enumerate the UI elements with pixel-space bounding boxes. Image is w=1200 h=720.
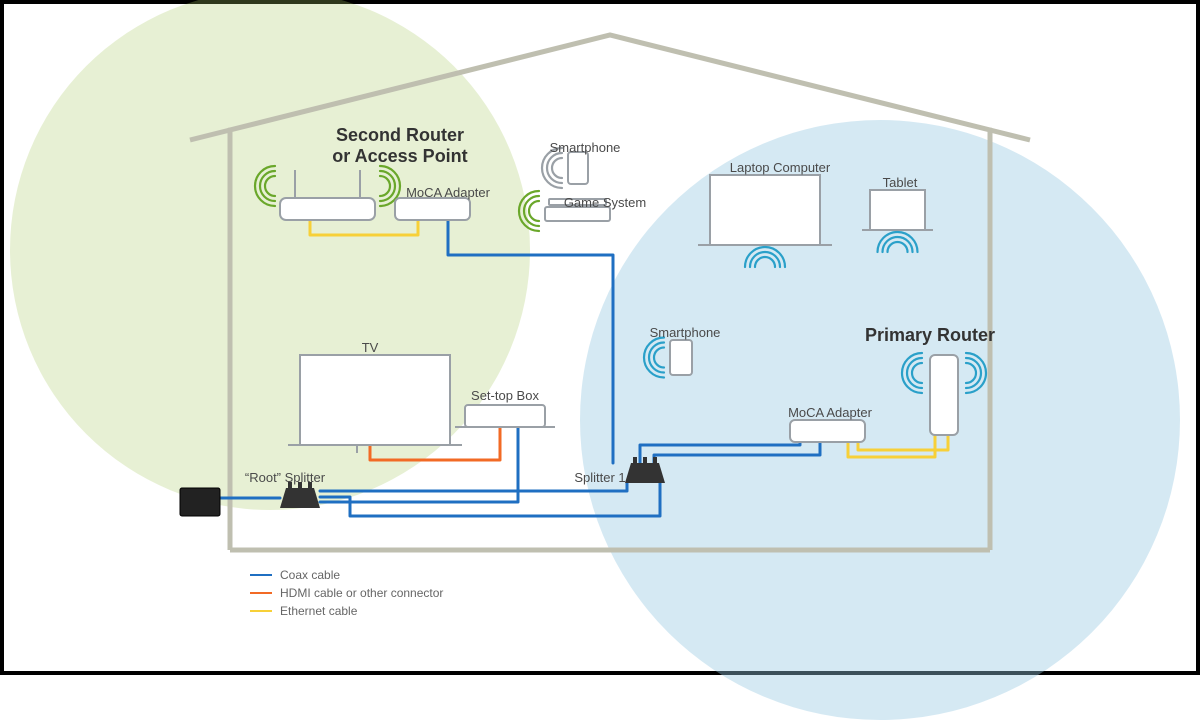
legend-label: HDMI cable or other connector [280, 586, 443, 600]
label-settop: Set-top Box [445, 388, 565, 403]
label-laptop: Laptop Computer [700, 160, 860, 175]
legend-row-hdmi: HDMI cable or other connector [250, 586, 443, 600]
legend-row-ethernet: Ethernet cable [250, 604, 443, 618]
diagram-stage: Second Routeror Access Point MoCA Adapter… [0, 0, 1200, 675]
label-primary_router: Primary Router [840, 325, 1020, 346]
legend-swatch [250, 574, 272, 576]
label-moca_left: MoCA Adapter [388, 185, 508, 200]
legend-swatch [250, 592, 272, 594]
legend: Coax cable HDMI cable or other connector… [250, 568, 443, 622]
label-tablet: Tablet [850, 175, 950, 190]
label-second_router: Second Routeror Access Point [300, 125, 500, 166]
label-smartphone_mid: Smartphone [625, 325, 745, 340]
label-tv: TV [330, 340, 410, 355]
legend-row-coax: Coax cable [250, 568, 443, 582]
label-moca_right: MoCA Adapter [770, 405, 890, 420]
legend-swatch [250, 610, 272, 612]
label-splitter1: Splitter 1 [555, 470, 645, 485]
svg-layer [0, 0, 1200, 675]
label-root_splitter: “Root” Splitter [225, 470, 345, 485]
label-smartphone_top: Smartphone [525, 140, 645, 155]
label-game_system: Game System [545, 195, 665, 210]
legend-label: Coax cable [280, 568, 340, 582]
legend-label: Ethernet cable [280, 604, 357, 618]
